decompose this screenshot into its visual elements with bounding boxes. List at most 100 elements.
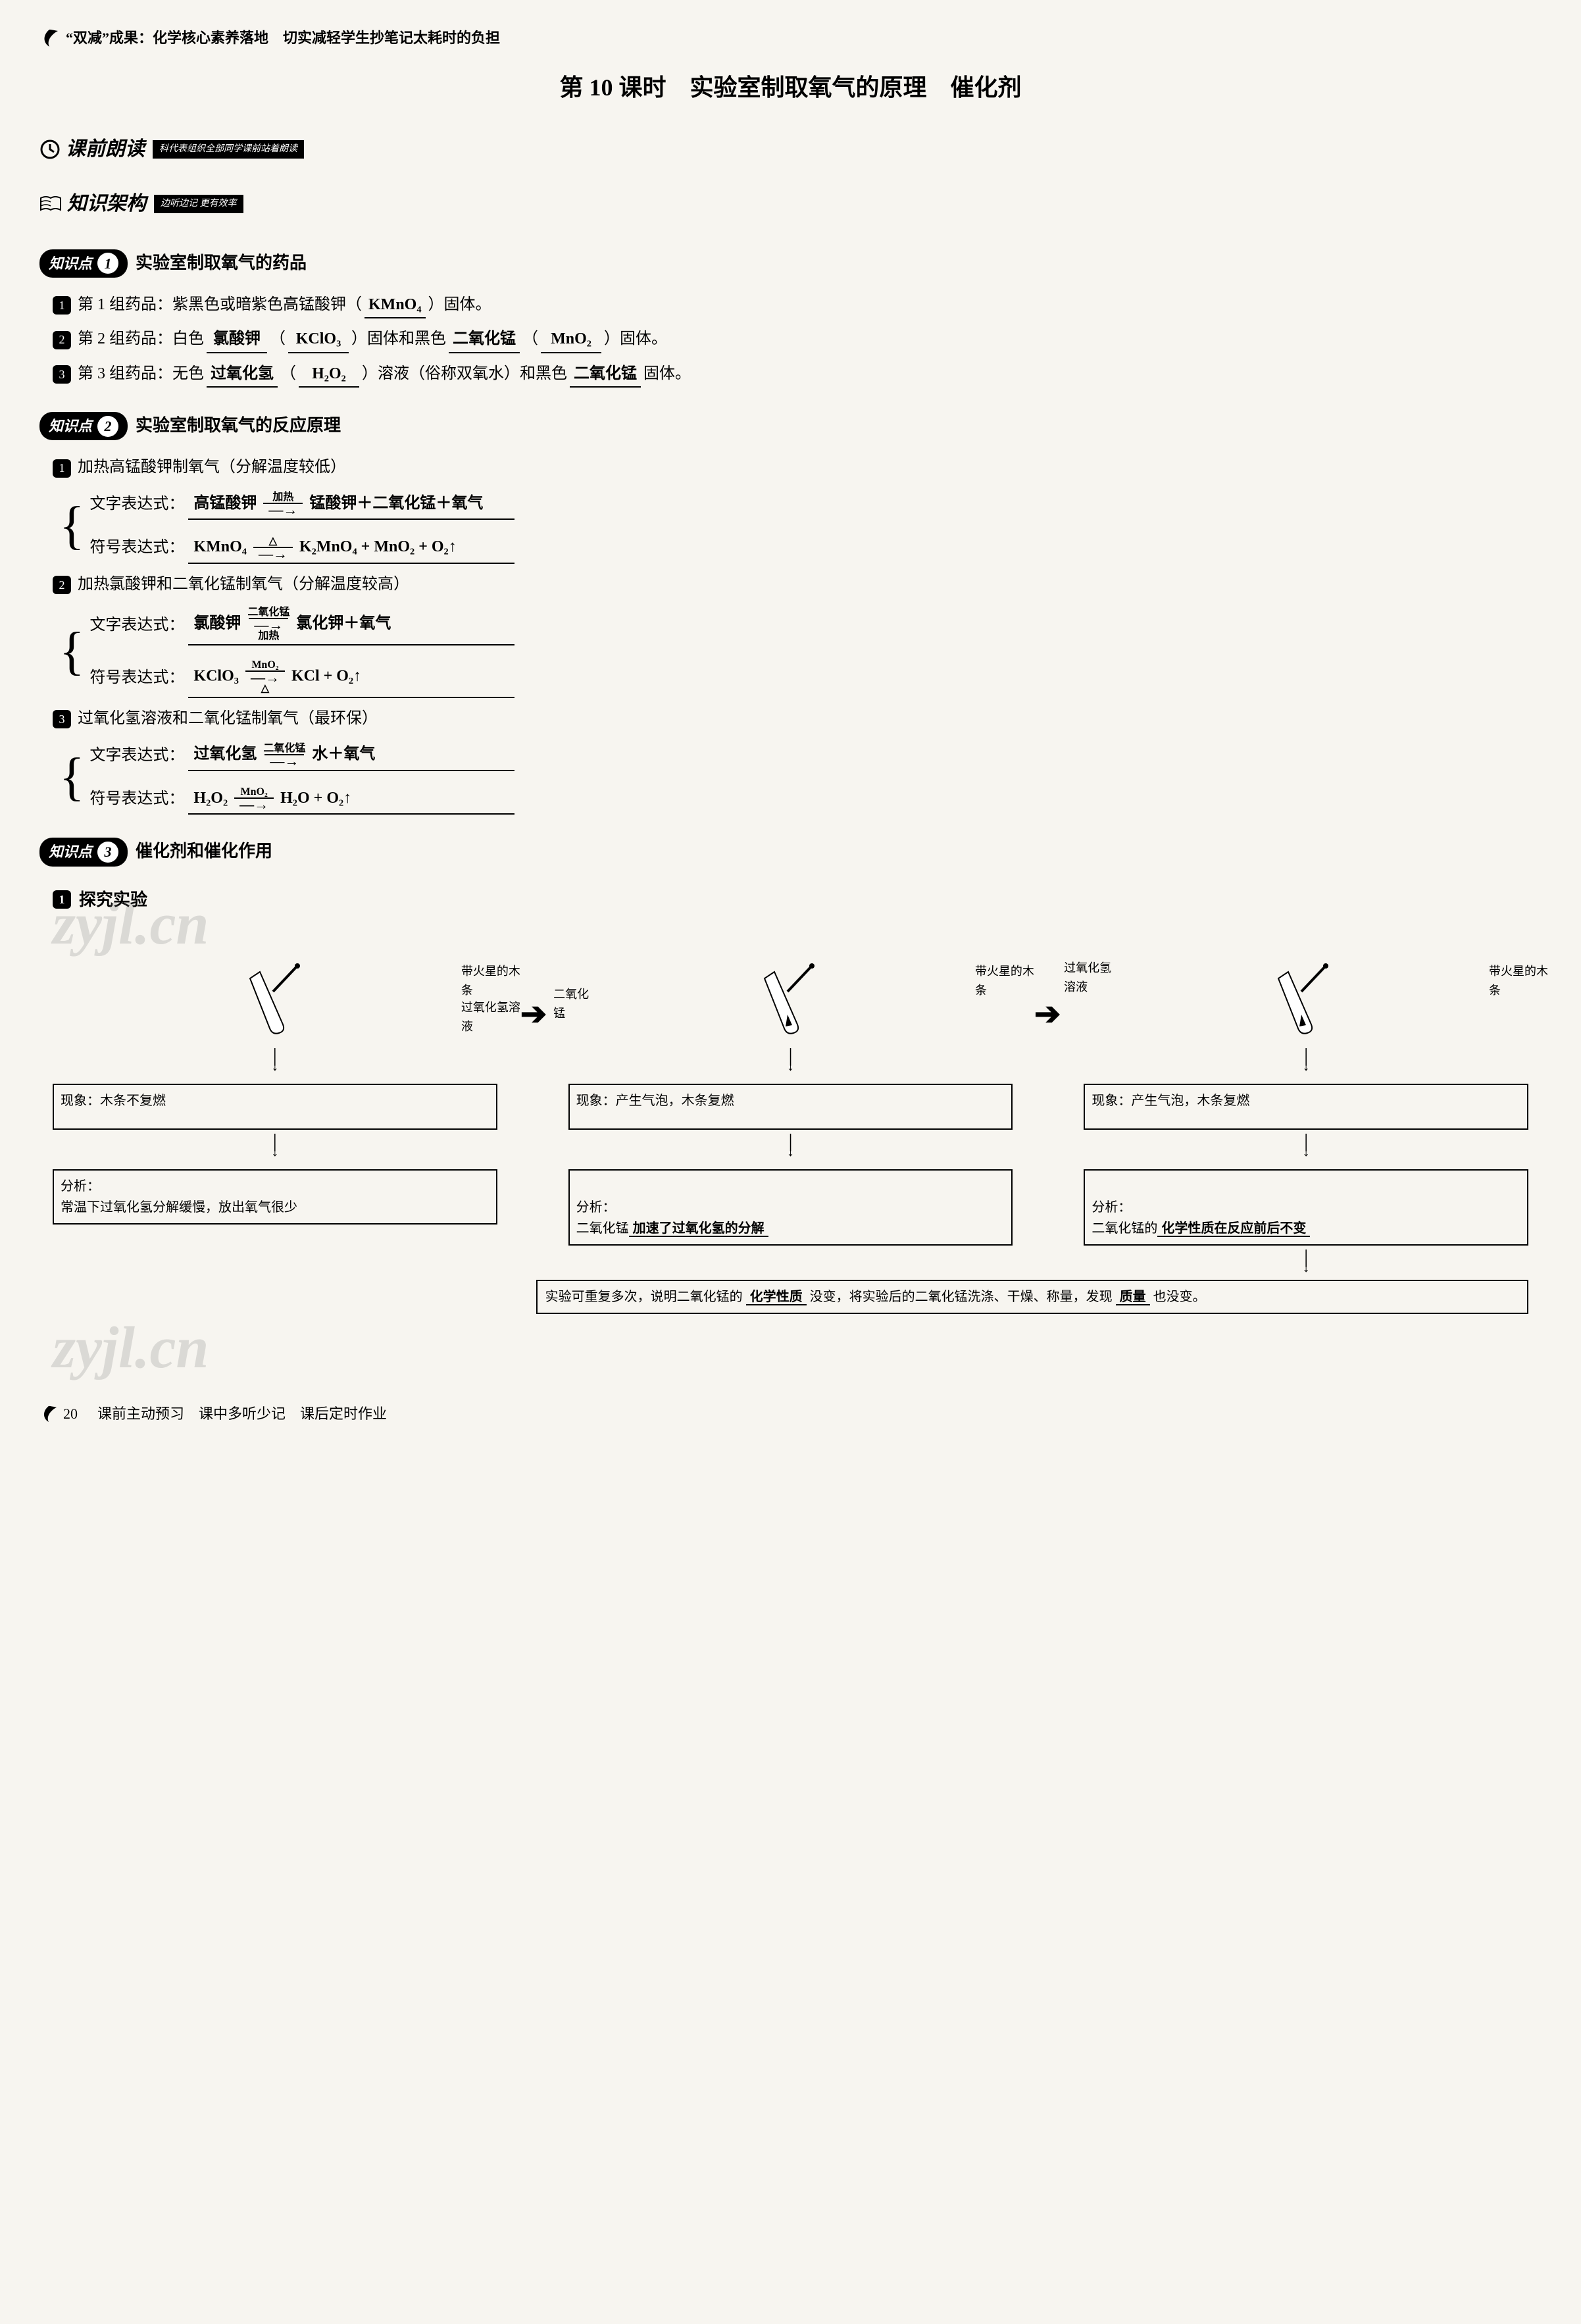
main-title: 第 10 课时 实验室制取氧气的原理 催化剂 — [39, 69, 1542, 107]
brace-icon: { — [59, 499, 84, 552]
item-number: 1 — [53, 296, 71, 315]
section-label: 课前朗读 — [66, 134, 145, 165]
section-label: 知识架构 — [67, 188, 146, 220]
drug-group-3: 3 第 3 组药品：无色 过氧化氢 （ H₂O₂ ）溶液（俗称双氧水）和黑色 二… — [53, 361, 1542, 388]
topic-number: 2 — [97, 416, 118, 437]
fill-blank: 质量 — [1116, 1290, 1150, 1305]
method-1-title: 1 加热高锰酸钾制氧气（分解温度较低） — [53, 455, 1542, 480]
fill-blank: H₂O₂ — [299, 361, 359, 388]
text: 过氧化氢溶液和二氧化锰制氧气（最环保） — [78, 706, 378, 731]
fill-blank: 过氧化氢 二氧化锰―→ 水＋氧气 — [188, 739, 514, 770]
method-2-equations: { 文字表达式： 氯酸钾 二氧化锰―→加热 氯化钾＋氧气 符号表达式： KClO… — [59, 605, 1542, 698]
conclusion-box: 实验可重复多次，说明二氧化锰的 化学性质 没变，将实验后的二氧化锰洗涤、干燥、称… — [536, 1280, 1528, 1314]
header-note: “双减”成果：化学核心素养落地 切实减轻学生抄笔记太耗时的负担 — [39, 26, 1542, 49]
text: 加热高锰酸钾制氧气（分解温度较低） — [78, 455, 346, 480]
tube-3: 过氧化氢溶液 带火星的木条 — [1080, 959, 1528, 1044]
symbol-equation: 符号表达式： KMnO₄ △―→ K₂MnO₄ + MnO₂ + O₂↑ — [89, 532, 514, 563]
fill-blank: 过氧化氢 — [207, 361, 278, 388]
topic-1: 知识点 1 实验室制取氧气的药品 1 第 1 组药品：紫黑色或暗紫色高锰酸钾（ … — [39, 233, 1542, 388]
word-equation: 文字表达式： 氯酸钾 二氧化锰―→加热 氯化钾＋氧气 — [89, 605, 514, 645]
tube-2: 二氧化锰 带火星的木条 — [566, 959, 1015, 1044]
fill-blank: 二氧化锰 — [570, 361, 641, 388]
symbol-equation: 符号表达式： H₂O₂ MnO₂―→ H₂O + O₂↑ — [89, 783, 514, 815]
fill-blank: 加速了过氧化氢的分解 — [629, 1221, 768, 1237]
analysis-box-2: 分析： 二氧化锰加速了过氧化氢的分解 — [568, 1169, 1013, 1246]
topic-badge: 知识点 3 — [39, 838, 128, 866]
topic-3: 知识点 3 催化剂和催化作用 1 探究实验 zyjl.cn 带火星的木条 过氧化… — [39, 821, 1542, 1314]
fill-blank: H₂O₂ MnO₂―→ H₂O + O₂↑ — [188, 783, 514, 815]
topic-badge: 知识点 2 — [39, 412, 128, 440]
item-number: 2 — [53, 576, 71, 594]
item-number: 2 — [53, 331, 71, 349]
connector-icon: │↓ — [53, 1052, 497, 1071]
brace-icon: { — [59, 625, 84, 678]
word-equation: 文字表达式： 过氧化氢 二氧化锰―→ 水＋氧气 — [89, 739, 514, 770]
tube-label: 带火星的木条 — [975, 962, 1034, 1000]
phenomenon-box-2: 现象：产生气泡，木条复燃 — [568, 1084, 1013, 1130]
tube-label: 二氧化锰 — [553, 985, 593, 1023]
symbol-equation: 符号表达式： KClO₃ MnO₂―→△ KCl + O₂↑ — [89, 657, 514, 698]
clock-icon — [39, 139, 61, 160]
fill-blank: 化学性质在反应前后不变 — [1157, 1221, 1310, 1237]
text: 固体。 — [643, 361, 691, 386]
text: （ — [270, 326, 286, 351]
badge-prefix: 知识点 — [49, 840, 92, 863]
text: 探究实验 — [79, 886, 147, 914]
drug-group-1: 1 第 1 组药品：紫黑色或暗紫色高锰酸钾（ KMnO₄ ）固体。 — [53, 292, 1542, 318]
text: ）溶液（俗称双氧水）和黑色 — [362, 361, 567, 386]
text: （ — [522, 326, 538, 351]
fill-blank: 高锰酸钾 加热―→ 锰酸钾＋二氧化锰＋氧气 — [188, 488, 514, 520]
text: ）固体和黑色 — [351, 326, 446, 351]
book-icon — [39, 194, 62, 214]
fill-blank: KClO₃ — [288, 326, 349, 353]
fill-blank: KMnO₄ — [364, 292, 426, 318]
topic-number: 3 — [97, 842, 118, 863]
experiment-flowchart: 带火星的木条 过氧化氢溶液 ➔ 二氧化锰 带火星的木条 ➔ — [53, 959, 1528, 1314]
fill-blank: 二氧化锰 — [449, 326, 520, 353]
fill-blank: 化学性质 — [746, 1290, 807, 1305]
page-footer: 20 课前主动预习 课中多听少记 课后定时作业 — [39, 1402, 1542, 1425]
method-2-title: 2 加热氯酸钾和二氧化锰制氧气（分解温度较高） — [53, 572, 1542, 597]
arrow-icon: ➔ — [1034, 990, 1061, 1040]
header-note-text: “双减”成果：化学核心素养落地 切实减轻学生抄笔记太耗时的负担 — [66, 26, 500, 49]
item-number: 1 — [53, 459, 71, 478]
method-3-title: 3 过氧化氢溶液和二氧化锰制氧气（最环保） — [53, 706, 1542, 731]
watermark: zyjl.cn — [53, 1301, 1542, 1396]
text: 第 3 组药品：无色 — [78, 361, 204, 386]
testtube-icon — [1265, 962, 1344, 1041]
leaf-icon — [39, 1405, 58, 1423]
explore-experiment: 1 探究实验 — [53, 886, 1542, 914]
topic-number: 1 — [97, 253, 118, 274]
text: （ — [280, 361, 296, 386]
topic-title: 实验室制取氧气的反应原理 — [136, 416, 341, 435]
fill-blank: 氯酸钾 — [207, 326, 267, 353]
text: 第 1 组药品：紫黑色或暗紫色高锰酸钾（ — [78, 292, 362, 317]
phenomenon-box-1: 现象：木条不复燃 — [53, 1084, 497, 1130]
section-preclass-reading: 课前朗读 科代表组织全部同学课前站着朗读 — [39, 134, 1542, 165]
analysis-box-3: 分析： 二氧化锰的化学性质在反应前后不变 — [1084, 1169, 1528, 1246]
item-number: 3 — [53, 365, 71, 384]
section-note: 科代表组织全部同学课前站着朗读 — [153, 140, 304, 159]
fill-blank: 氯酸钾 二氧化锰―→加热 氯化钾＋氧气 — [188, 605, 514, 645]
item-number: 3 — [53, 710, 71, 728]
section-knowledge-structure: 知识架构 边听边记 更有效率 — [39, 188, 1542, 220]
testtube-icon — [237, 962, 316, 1041]
topic-2: 知识点 2 实验室制取氧气的反应原理 1 加热高锰酸钾制氧气（分解温度较低） {… — [39, 395, 1542, 815]
connector-icon: │↓ — [53, 1138, 497, 1156]
tube-label: 带火星的木条 — [1489, 962, 1548, 1000]
connector-icon: │↓ — [1084, 1138, 1528, 1156]
text: ）固体。 — [428, 292, 491, 317]
item-number: 1 — [53, 890, 71, 909]
topic-title: 实验室制取氧气的药品 — [136, 253, 307, 272]
arrow-icon: ➔ — [520, 990, 547, 1040]
method-1-equations: { 文字表达式： 高锰酸钾 加热―→ 锰酸钾＋二氧化锰＋氧气 符号表达式： KM… — [59, 488, 1542, 564]
text: 第 2 组药品：白色 — [78, 326, 204, 351]
word-equation: 文字表达式： 高锰酸钾 加热―→ 锰酸钾＋二氧化锰＋氧气 — [89, 488, 514, 520]
text: 加热氯酸钾和二氧化锰制氧气（分解温度较高） — [78, 572, 409, 597]
brace-icon: { — [59, 751, 84, 803]
tube-row: 带火星的木条 过氧化氢溶液 ➔ 二氧化锰 带火星的木条 ➔ — [53, 959, 1528, 1044]
fill-blank: MnO₂ — [541, 326, 601, 353]
testtube-icon — [751, 962, 830, 1041]
connector-icon: │↓ — [1084, 1253, 1528, 1272]
section-note: 边听边记 更有效率 — [154, 195, 243, 213]
